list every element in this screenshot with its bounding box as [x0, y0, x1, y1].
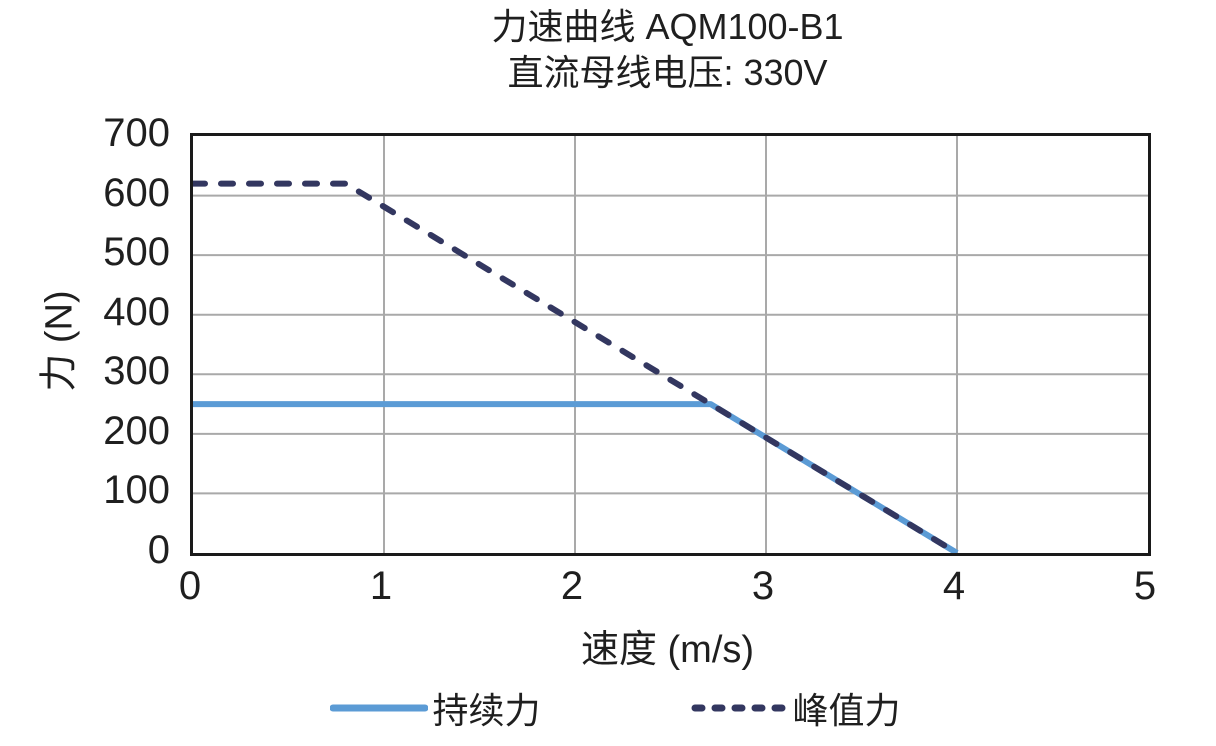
y-tick-label: 700 — [103, 111, 170, 155]
y-tick-label: 300 — [103, 349, 170, 394]
x-axis-label: 速度 (m/s) — [580, 629, 755, 671]
legend-item-peak-force: 峰值力 — [691, 682, 901, 734]
peak-line-swatch-icon — [691, 704, 789, 712]
gridlines — [193, 136, 1148, 553]
y-tick-label: 0 — [147, 528, 170, 572]
y-tick-label: 500 — [103, 230, 170, 275]
chart-subtitle: 直流母线电压: 330V — [507, 52, 828, 93]
y-tick-label: 100 — [103, 468, 170, 513]
continuous-line-swatch-icon — [330, 704, 429, 712]
y-tick-label: 600 — [103, 170, 170, 215]
x-tick-label: 4 — [942, 564, 966, 608]
legend-item-continuous-force: 持续力 — [330, 682, 541, 734]
x-tick-label: 2 — [560, 564, 584, 608]
legend-label-peak-force: 峰值力 — [792, 690, 901, 731]
legend-label-continuous-force: 持续力 — [432, 690, 541, 731]
x-tick-label: 5 — [1133, 564, 1157, 608]
chart-title-block: 力速曲线 AQM100-B1 直流母线电压: 330V — [190, 4, 1145, 96]
legend: 持续力 峰值力 — [138, 682, 1093, 734]
x-tick-label: 3 — [751, 564, 775, 608]
x-tick-label: 1 — [369, 564, 393, 608]
plot-area — [190, 133, 1151, 556]
x-tick-label: 0 — [178, 564, 202, 608]
chart-title: 力速曲线 AQM100-B1 — [491, 6, 844, 47]
peak-force-line — [193, 180, 960, 553]
y-tick-label: 400 — [103, 289, 170, 334]
y-tick-label: 200 — [103, 408, 170, 453]
plot-canvas — [193, 136, 1148, 553]
